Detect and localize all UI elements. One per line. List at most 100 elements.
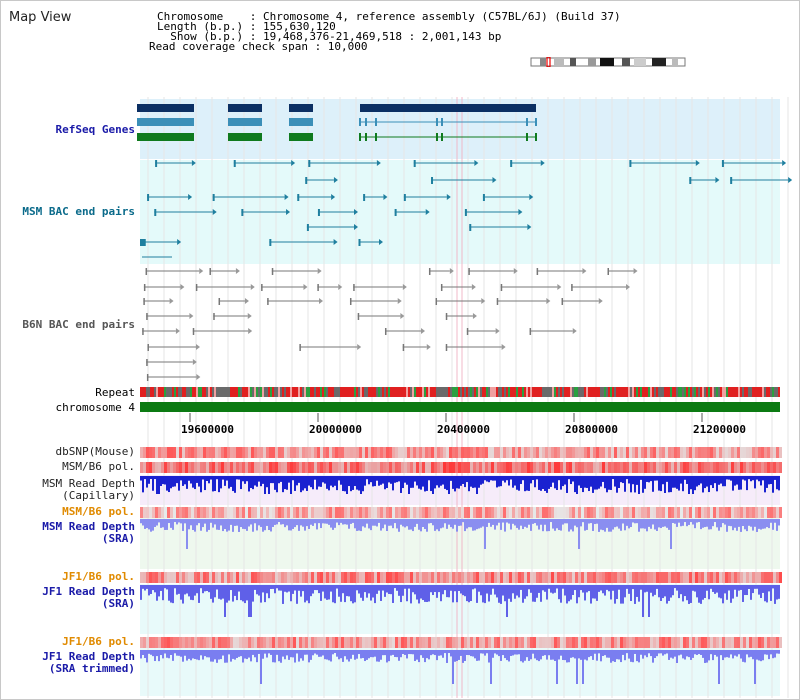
bac-end <box>154 209 157 216</box>
depth-bar <box>452 519 454 529</box>
track-label-chromosome[interactable]: chromosome 4 <box>55 401 135 414</box>
heat-cell <box>443 507 446 518</box>
depth-bar <box>312 476 314 490</box>
heat-cell <box>446 462 449 473</box>
depth-bar <box>460 650 462 656</box>
track-label-jf1-depth-sra[interactable]: JF1 Read Depth <box>42 585 135 598</box>
depth-bar <box>260 585 262 603</box>
heat-cell <box>668 507 671 518</box>
depth-bar <box>554 585 556 593</box>
track-label-b6n-bac[interactable]: B6N BAC end pairs <box>22 318 135 331</box>
track-label-msm-depth-capillary[interactable]: MSM Read Depth <box>42 477 135 490</box>
depth-bar <box>348 519 350 529</box>
heat-cell <box>305 572 308 583</box>
depth-bar <box>172 585 174 604</box>
bac-end <box>715 177 720 183</box>
depth-bar <box>280 585 282 591</box>
depth-bar <box>656 585 658 589</box>
depth-bar <box>588 650 590 658</box>
depth-bar <box>502 476 504 481</box>
depth-bar <box>404 650 406 655</box>
depth-bar <box>222 519 224 532</box>
heat-cell <box>623 462 626 473</box>
depth-bar <box>770 650 772 655</box>
heat-cell <box>206 637 209 648</box>
heat-cell <box>467 507 470 518</box>
depth-bar <box>724 519 726 525</box>
depth-bar <box>336 585 338 589</box>
track-label-jf1-pol[interactable]: JF1/B6 pol. <box>62 570 135 583</box>
depth-bar <box>722 519 724 524</box>
depth-bar <box>588 519 590 524</box>
bac-end <box>212 194 215 201</box>
heat-cell <box>587 637 590 648</box>
gene-exon <box>441 118 443 126</box>
depth-bar <box>576 585 578 604</box>
depth-bar <box>406 585 408 602</box>
heat-cell <box>461 507 464 518</box>
depth-bar <box>684 650 686 660</box>
heat-cell <box>455 447 458 458</box>
depth-bar <box>176 585 178 595</box>
heat-cell <box>356 447 359 458</box>
depth-bar <box>734 519 736 528</box>
repeat-mark <box>668 387 670 397</box>
track-label-msm-pol-2[interactable]: MSM/B6 pol. <box>62 505 135 518</box>
depth-bar <box>580 519 582 527</box>
heat-cell <box>776 462 779 473</box>
heat-cell <box>185 507 188 518</box>
depth-bar <box>282 650 284 657</box>
depth-bar <box>584 650 586 660</box>
depth-bar <box>358 476 360 491</box>
repeat-mark <box>546 387 548 397</box>
depth-bar <box>714 585 716 594</box>
depth-bar <box>536 650 538 661</box>
track-label-jf1-pol-2[interactable]: JF1/B6 pol. <box>62 635 135 648</box>
heat-cell <box>752 462 755 473</box>
track-label-repeat[interactable]: Repeat <box>95 386 135 399</box>
heat-cell <box>251 462 254 473</box>
heat-cell <box>203 637 206 648</box>
track-label-msm-bac[interactable]: MSM BAC end pairs <box>22 205 135 218</box>
repeat-mark <box>404 387 406 397</box>
heat-cell <box>494 447 497 458</box>
heat-cell <box>305 637 308 648</box>
heat-cell <box>602 572 605 583</box>
track-label-jf1-depth-trimmed[interactable]: JF1 Read Depth <box>42 650 135 663</box>
heat-cell <box>560 507 563 518</box>
track-label-refseq[interactable]: RefSeq Genes <box>55 123 135 136</box>
heat-cell <box>164 637 167 648</box>
heat-cell <box>368 637 371 648</box>
depth-bar <box>536 476 538 480</box>
track-label-msm-pol[interactable]: MSM/B6 pol. <box>62 460 135 473</box>
depth-bar <box>644 519 646 529</box>
depth-bar <box>610 476 612 490</box>
heat-cell <box>545 447 548 458</box>
depth-bar <box>690 585 692 603</box>
track-label-msm-depth-sra[interactable]: MSM Read Depth <box>42 520 135 533</box>
depth-bar <box>472 476 474 488</box>
heat-cell <box>470 572 473 583</box>
depth-bar <box>742 585 744 602</box>
heat-cell <box>680 572 683 583</box>
heat-cell <box>497 572 500 583</box>
depth-bar <box>408 650 410 655</box>
heat-cell <box>617 462 620 473</box>
heat-cell <box>644 462 647 473</box>
heat-cell <box>398 462 401 473</box>
heat-cell <box>617 637 620 648</box>
heat-cell <box>242 637 245 648</box>
heat-cell <box>581 507 584 518</box>
depth-bar <box>660 519 662 529</box>
repeat-mark <box>530 387 532 397</box>
heat-cell <box>431 572 434 583</box>
depth-bar <box>532 476 534 481</box>
heat-cell <box>635 507 638 518</box>
track-label-dbsnp[interactable]: dbSNP(Mouse) <box>55 445 135 458</box>
heat-cell <box>674 462 677 473</box>
bac-end <box>235 268 240 274</box>
depth-bar <box>610 650 612 663</box>
depth-bar <box>458 476 460 489</box>
depth-bar <box>362 476 364 492</box>
